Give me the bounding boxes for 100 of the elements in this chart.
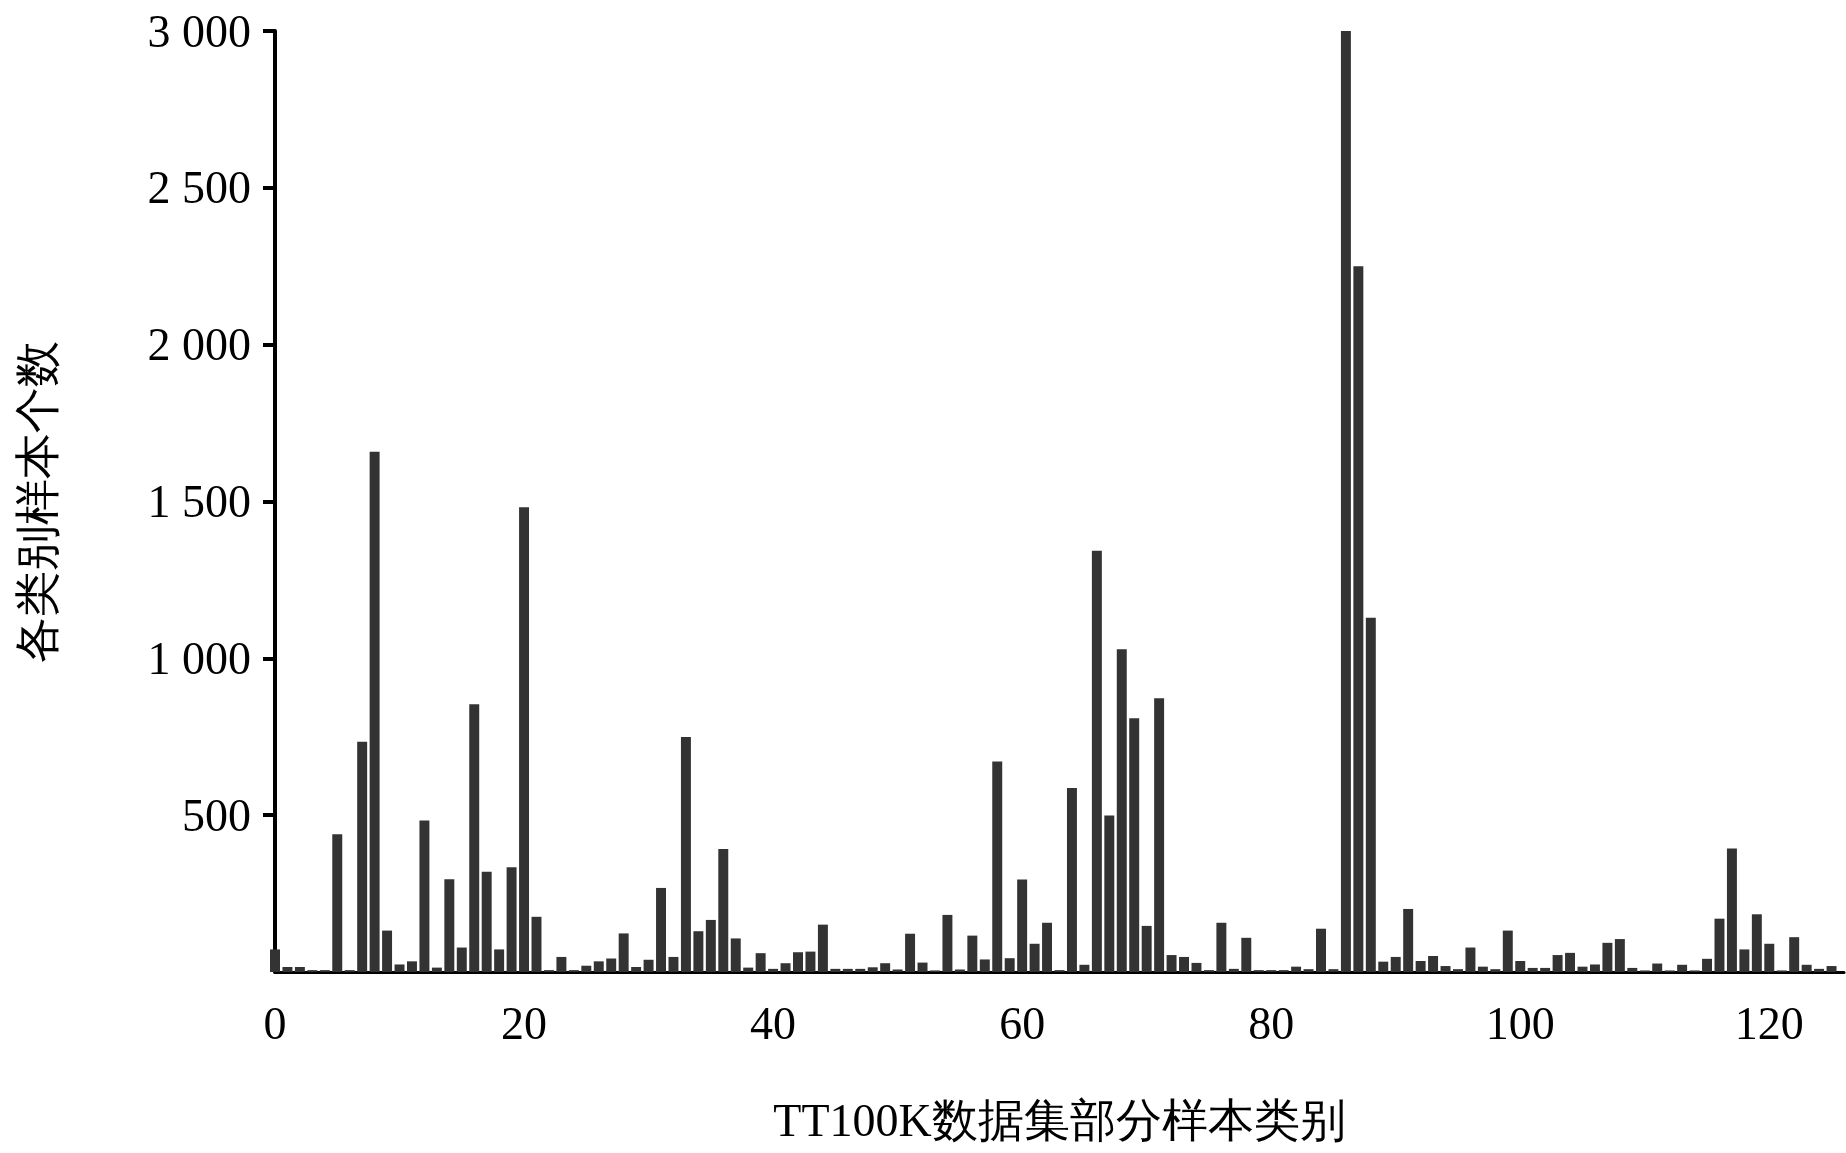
bar	[1702, 958, 1712, 972]
x-tick-label: 100	[1485, 997, 1555, 1049]
bar	[456, 947, 467, 972]
bar	[718, 849, 729, 972]
bar	[1527, 967, 1538, 972]
bar	[1502, 930, 1513, 972]
bar	[1403, 908, 1414, 972]
y-axis-title: 各类别样本个数	[11, 340, 63, 663]
bar	[1116, 649, 1127, 972]
bar	[1789, 937, 1800, 972]
x-tick-label: 60	[999, 997, 1046, 1049]
bar	[1091, 550, 1102, 972]
bar	[942, 914, 953, 972]
bar	[805, 951, 816, 972]
bar	[431, 967, 442, 972]
bar	[693, 931, 704, 972]
bar	[270, 949, 280, 972]
bar	[979, 959, 990, 972]
bar	[1415, 961, 1426, 972]
bar	[581, 965, 592, 972]
bar	[1303, 969, 1314, 972]
bar	[1216, 922, 1227, 972]
bar	[506, 867, 517, 972]
bar	[1179, 956, 1189, 972]
bar	[768, 968, 779, 972]
x-tick-label: 0	[263, 997, 287, 1049]
bar	[793, 952, 803, 972]
bar	[1029, 943, 1040, 972]
bar	[1540, 967, 1551, 972]
y-tick-label: 1 000	[147, 632, 251, 684]
x-axis-title: TT100K数据集部分样本类别	[773, 1094, 1346, 1146]
bar	[1565, 952, 1576, 972]
bar	[680, 737, 691, 972]
bar	[519, 507, 530, 972]
x-tick-label: 120	[1734, 997, 1804, 1049]
bar	[631, 966, 642, 972]
bar	[967, 935, 978, 972]
x-tick-label: 80	[1248, 997, 1295, 1049]
bar	[780, 963, 791, 972]
bar	[1726, 848, 1737, 972]
bar	[892, 969, 903, 972]
bar	[1453, 969, 1463, 972]
bar	[593, 961, 604, 972]
bar	[1739, 949, 1750, 972]
bar	[1191, 962, 1202, 972]
bar	[1316, 928, 1326, 972]
bar	[1477, 966, 1488, 972]
bar	[481, 871, 492, 972]
bar	[1390, 956, 1401, 972]
bar	[1764, 943, 1775, 972]
bar	[830, 968, 841, 972]
bar	[730, 938, 741, 972]
bar	[407, 961, 417, 972]
bar	[867, 967, 878, 972]
bar	[1801, 964, 1812, 972]
bar	[954, 969, 965, 972]
bar	[1826, 966, 1837, 972]
bar	[1465, 947, 1476, 972]
bar	[1714, 918, 1725, 972]
bar	[394, 964, 405, 972]
bar	[1291, 966, 1302, 972]
bar	[992, 761, 1003, 972]
bar	[668, 956, 679, 972]
bar	[606, 958, 617, 972]
bar	[1552, 955, 1563, 972]
bar	[880, 963, 891, 972]
bar	[1141, 925, 1152, 972]
y-tick-label: 2 500	[147, 162, 251, 214]
bar	[1154, 698, 1165, 972]
bar	[494, 949, 505, 972]
y-tick-label: 500	[182, 789, 251, 841]
bar	[643, 959, 654, 972]
bar	[469, 704, 480, 972]
bar	[556, 956, 567, 972]
bar	[618, 933, 629, 972]
y-tick-label: 2 000	[147, 319, 251, 371]
bar	[1166, 955, 1177, 972]
bar	[1328, 969, 1339, 972]
y-tick-label: 1 500	[147, 476, 251, 527]
bar	[1340, 31, 1351, 972]
bar	[1017, 879, 1028, 972]
bar	[1428, 956, 1439, 972]
bar	[369, 451, 380, 972]
bar	[1066, 787, 1077, 972]
x-tick-label: 40	[750, 997, 797, 1049]
bar	[1440, 966, 1451, 972]
bar	[743, 967, 754, 972]
bar	[1589, 964, 1600, 972]
bar	[332, 834, 343, 972]
bar	[419, 820, 430, 972]
bar	[1004, 958, 1015, 972]
bar	[1614, 939, 1625, 972]
bar	[1814, 968, 1825, 972]
bar	[294, 966, 305, 972]
bar	[1602, 942, 1613, 972]
bar	[1228, 968, 1239, 972]
bar	[917, 962, 928, 972]
bar	[1129, 718, 1140, 972]
bar	[1515, 961, 1526, 972]
bar	[705, 919, 716, 972]
